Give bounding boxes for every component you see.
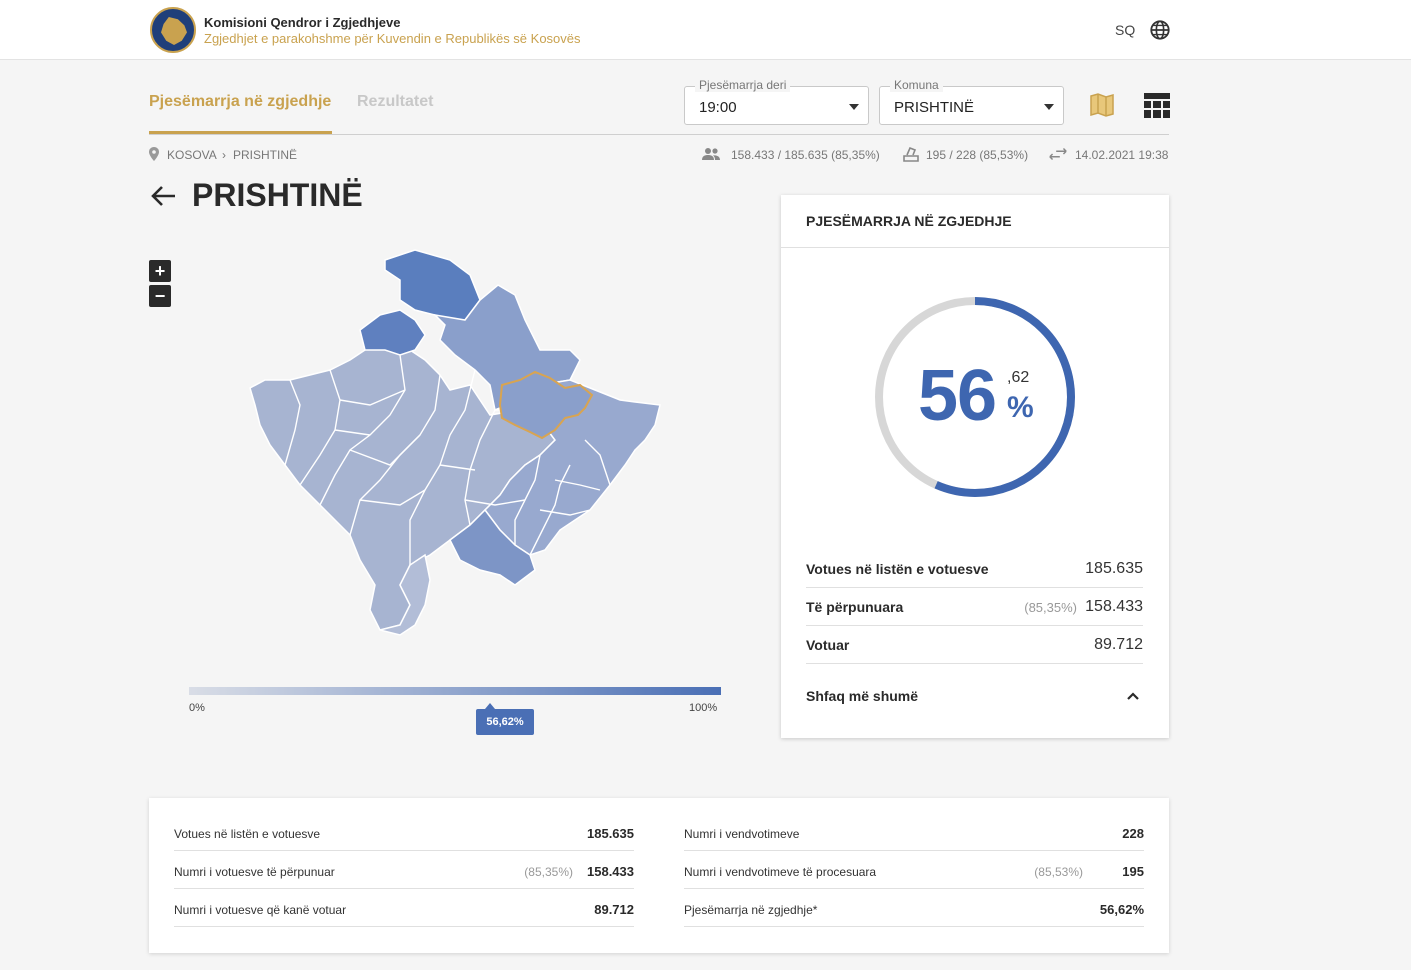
- summary-pct: (85,53%): [1034, 865, 1083, 879]
- komuna-select-value: PRISHTINË: [894, 99, 975, 116]
- kosovo-turnout-map: [249, 249, 661, 636]
- municipality-region[interactable]: [379, 553, 431, 636]
- summary-row: Numri i votuesve të përpunuar (85,35%) 1…: [174, 851, 634, 889]
- card-row-value: 158.433: [1085, 598, 1143, 615]
- municipality-region[interactable]: [484, 379, 661, 556]
- turnout-donut-arc: [875, 297, 1075, 497]
- summary-row: Pjesëmarrja në zgjedhje* 56,62%: [684, 889, 1144, 927]
- summary-row: Numri i vendvotimeve 228: [684, 813, 1144, 851]
- sync-arrows-icon: [1049, 148, 1067, 160]
- legend-current-marker: 56,62%: [476, 703, 534, 735]
- turnout-legend-gradient: [189, 687, 721, 695]
- legend-max-label: 100%: [689, 702, 718, 714]
- active-tab-indicator: [149, 131, 332, 134]
- summary-value: 158.433: [587, 864, 634, 879]
- komuna-select[interactable]: Komuna PRISHTINË: [879, 78, 1064, 125]
- card-row-pct: (85,35%): [1024, 600, 1077, 615]
- stations-processed-stat: 195 / 228 (85,53%): [926, 148, 1029, 162]
- card-title: PJESËMARRJA NË ZGJEDHJE: [806, 213, 1012, 229]
- turnout-card: PJESËMARRJA NË ZGJEDHJE 56 ,62 % Votues …: [781, 195, 1169, 738]
- time-select-legend: Pjesëmarrja deri: [695, 78, 791, 92]
- map-view-icon[interactable]: [1088, 91, 1116, 119]
- card-row-value: 185.635: [1085, 560, 1143, 577]
- card-row-registered: Votues në listën e votuesve 185.635: [806, 550, 1143, 588]
- top-bar: Komisioni Qendror i Zgjedhjeve Zgjedhjet…: [0, 0, 1411, 60]
- language-selector[interactable]: SQ: [1115, 22, 1136, 38]
- location-pin-icon: [149, 147, 159, 161]
- back-arrow-icon[interactable]: [149, 182, 177, 210]
- last-updated-stat: 14.02.2021 19:38: [1075, 148, 1169, 162]
- turnout-percent-sign: %: [1007, 391, 1034, 424]
- org-subtitle: Zgjedhjet e parakohshme për Kuvendin e R…: [204, 31, 581, 46]
- page-title: PRISHTINË: [192, 177, 363, 213]
- summary-label: Numri i votuesve që kanë votuar: [174, 903, 347, 917]
- zoom-in-button[interactable]: +: [149, 260, 171, 282]
- summary-value: 195: [1122, 864, 1144, 879]
- summary-value: 185.635: [587, 826, 634, 841]
- card-divider: [781, 247, 1169, 248]
- voters-processed-stat: 158.433 / 185.635 (85,35%): [731, 148, 880, 162]
- summary-row: Numri i votuesve që kanë votuar 89.712: [174, 889, 634, 927]
- logo-emblem: [161, 17, 187, 45]
- summary-panel: Votues në listën e votuesve 185.635 Numr…: [149, 798, 1169, 953]
- turnout-decimal: ,62: [1007, 369, 1030, 386]
- card-row-voted: Votuar 89.712: [806, 626, 1143, 664]
- summary-label: Numri i vendvotimeve të procesuara: [684, 865, 877, 879]
- zoom-out-button[interactable]: −: [149, 285, 171, 307]
- municipality-borders: [284, 354, 611, 565]
- time-select-value: 19:00: [699, 99, 737, 116]
- selected-municipality-prishtine[interactable]: [498, 370, 594, 440]
- summary-pct: (85,35%): [524, 865, 573, 879]
- caret-down-icon: [1044, 104, 1054, 110]
- tab-results[interactable]: Rezultatet: [357, 93, 434, 110]
- card-row-processed: Të përpunuara (85,35%) 158.433: [806, 588, 1143, 626]
- card-row-label: Votues në listën e votuesve: [806, 561, 989, 577]
- summary-row: Votues në listën e votuesve 185.635: [174, 813, 634, 851]
- summary-value: 56,62%: [1099, 902, 1144, 917]
- kqz-logo[interactable]: [150, 7, 196, 53]
- globe-icon[interactable]: [1149, 19, 1171, 41]
- legend-min-label: 0%: [189, 702, 205, 714]
- komuna-select-legend: Komuna: [890, 78, 943, 92]
- table-view-icon[interactable]: [1144, 93, 1170, 118]
- summary-label: Numri i votuesve të përpunuar: [174, 865, 335, 879]
- municipality-region[interactable]: [449, 508, 536, 586]
- summary-label: Votues në listën e votuesve: [174, 827, 321, 841]
- summary-label: Pjesëmarrja në zgjedhje*: [684, 903, 818, 917]
- card-row-label: Të përpunuara: [806, 599, 904, 615]
- breadcrumb-separator: ›: [222, 148, 226, 162]
- municipality-region[interactable]: [359, 309, 426, 356]
- ballot-box-icon: [903, 146, 919, 162]
- turnout-donut-chart: [875, 297, 1075, 497]
- summary-row: Numri i vendvotimeve të procesuara (85,5…: [684, 851, 1144, 889]
- breadcrumb-current: PRISHTINË: [233, 148, 298, 162]
- caret-down-icon: [849, 104, 859, 110]
- time-select[interactable]: Pjesëmarrja deri 19:00: [684, 78, 869, 125]
- turnout-integer: 56: [918, 356, 997, 436]
- summary-value: 228: [1122, 826, 1144, 841]
- tabs-divider: [149, 134, 1169, 135]
- org-name: Komisioni Qendror i Zgjedhjeve: [204, 15, 401, 30]
- tab-turnout[interactable]: Pjesëmarrja në zgjedhje: [149, 93, 332, 110]
- summary-value: 89.712: [594, 902, 634, 917]
- people-icon: [702, 148, 720, 160]
- breadcrumb-root[interactable]: KOSOVA: [167, 148, 217, 162]
- summary-label: Numri i vendvotimeve: [684, 827, 800, 841]
- card-row-value: 89.712: [1094, 636, 1143, 653]
- chevron-up-icon[interactable]: [1126, 691, 1140, 701]
- card-row-label: Votuar: [806, 637, 850, 653]
- show-more-toggle[interactable]: Shfaq më shumë: [806, 688, 919, 704]
